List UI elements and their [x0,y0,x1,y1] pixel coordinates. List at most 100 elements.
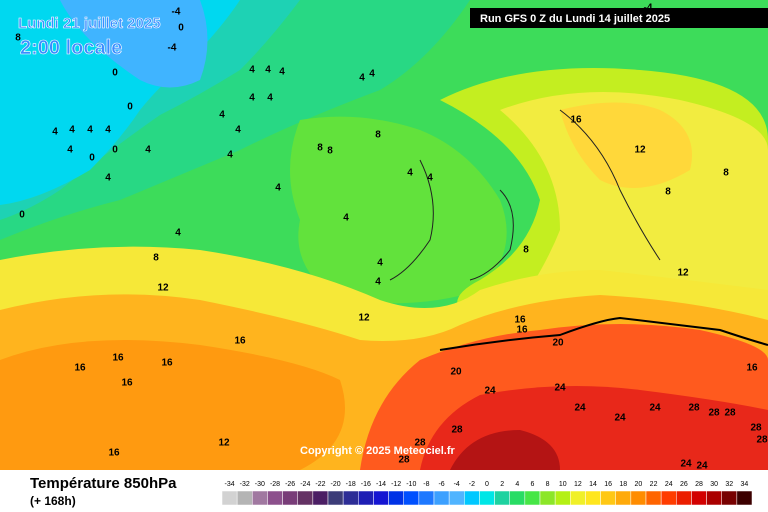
contour-label: 28 [451,425,463,436]
scale-label: 20 [635,481,643,488]
contour-label: 4 [249,93,255,104]
scale-swatch [630,490,647,506]
scale-label: 32 [725,481,733,488]
contour-label: 4 [275,183,281,194]
contour-label: 8 [317,143,323,154]
scale-label: -6 [438,481,444,488]
contour-label: 4 [235,125,241,136]
contour-label: 12 [218,438,230,449]
scale-label: -10 [406,481,416,488]
copyright: Copyright © 2025 Meteociel.fr [300,445,456,457]
contour-label: 4 [105,173,111,184]
contour-label: 0 [19,210,25,221]
scale-label: -2 [469,481,475,488]
scale-label: 6 [530,481,534,488]
contour-label: 4 [249,65,255,76]
scale-label: -16 [361,481,371,488]
contour-label: 24 [614,413,626,424]
contour-label: 8 [375,130,381,141]
scale-label: 2 [500,481,504,488]
scale-swatch [448,490,465,506]
scale-label: -18 [346,481,356,488]
contour-label: 4 [219,110,225,121]
scale-swatch [615,490,632,506]
scale-swatch [509,490,526,506]
contour-label: 28 [398,455,410,466]
scale-label: 8 [546,481,550,488]
scale-swatch [388,490,404,506]
contour-label: 0 [178,23,184,34]
contour-label: 16 [121,378,133,389]
scale-swatch [554,490,571,506]
contour-label: -4 [168,43,177,54]
scale-swatch [433,490,450,506]
contour-label: 16 [514,315,526,326]
contour-label: 16 [108,448,120,459]
scale-label: 16 [604,481,612,488]
scale-swatch [236,490,253,506]
contour-label: 0 [112,145,118,156]
scale-label: -34 [225,481,235,488]
contour-label: 24 [554,383,566,394]
contour-label: 4 [265,65,271,76]
contour-label: 24 [574,403,586,414]
scale-swatch [539,490,556,506]
contour-label: 28 [688,403,700,414]
temp-zone-6 [290,116,507,304]
contour-label: 8 [153,253,159,264]
footer-title: Température 850hPa [30,475,177,492]
contour-label: 24 [649,403,661,414]
contour-label: 12 [358,313,370,324]
contour-label: 4 [279,67,285,78]
scale-swatch [282,490,298,506]
scale-label: 18 [619,481,627,488]
footer-lead: (+ 168h) [30,494,76,508]
scale-swatch [327,490,344,506]
contour-label: 4 [375,277,381,288]
coastline [389,109,661,281]
contour-label: 0 [112,68,118,79]
contour-label: 28 [750,423,762,434]
scale-swatch [373,490,389,506]
contour-label: 12 [157,283,169,294]
temp-zone-minus4 [60,0,208,88]
contour-label: 4 [105,125,111,136]
contour-label: 4 [369,69,375,80]
scale-label: -22 [315,481,325,488]
scale-label: 24 [665,481,673,488]
scale-label: 26 [680,481,688,488]
valid-date: Lundi 21 juillet 2025 [18,15,161,32]
scale-swatch [342,490,359,506]
scale-label: -28 [270,481,280,488]
contour-label: 0 [89,153,95,164]
contour-label: 4 [359,73,365,84]
contour-label: 8 [327,146,333,157]
scale-swatch [660,490,677,506]
contour-label: 28 [724,408,736,419]
scale-label: -8 [423,481,429,488]
scale-label: -32 [240,481,250,488]
contour-label: 4 [343,213,349,224]
scale-label: -24 [300,481,310,488]
scale-label: 30 [710,481,718,488]
contour-label: 16 [74,363,86,374]
color-scale: -34 -32 -30 -28 -26 -24 -22 -20 -18 -16 -14 -12 -10-… [221,481,753,506]
contour-label: 16 [570,115,582,126]
contour-label: 20 [450,367,462,378]
contour-label: 28 [708,408,720,419]
contour-label: 4 [145,145,151,156]
valid-time: 2:00 locale [20,37,122,59]
temp-zone-14 [560,102,692,188]
temp-zone-30 [450,430,560,470]
scale-swatch [691,490,707,506]
scale-swatch [524,490,541,506]
scale-swatch [570,490,586,506]
scale-label: -26 [285,481,295,488]
scale-swatch [479,490,495,506]
scale-swatch [358,490,374,506]
contour-label: 4 [427,173,433,184]
border-line [439,316,768,351]
scale-label: 12 [574,481,582,488]
scale-label: -4 [454,481,460,488]
